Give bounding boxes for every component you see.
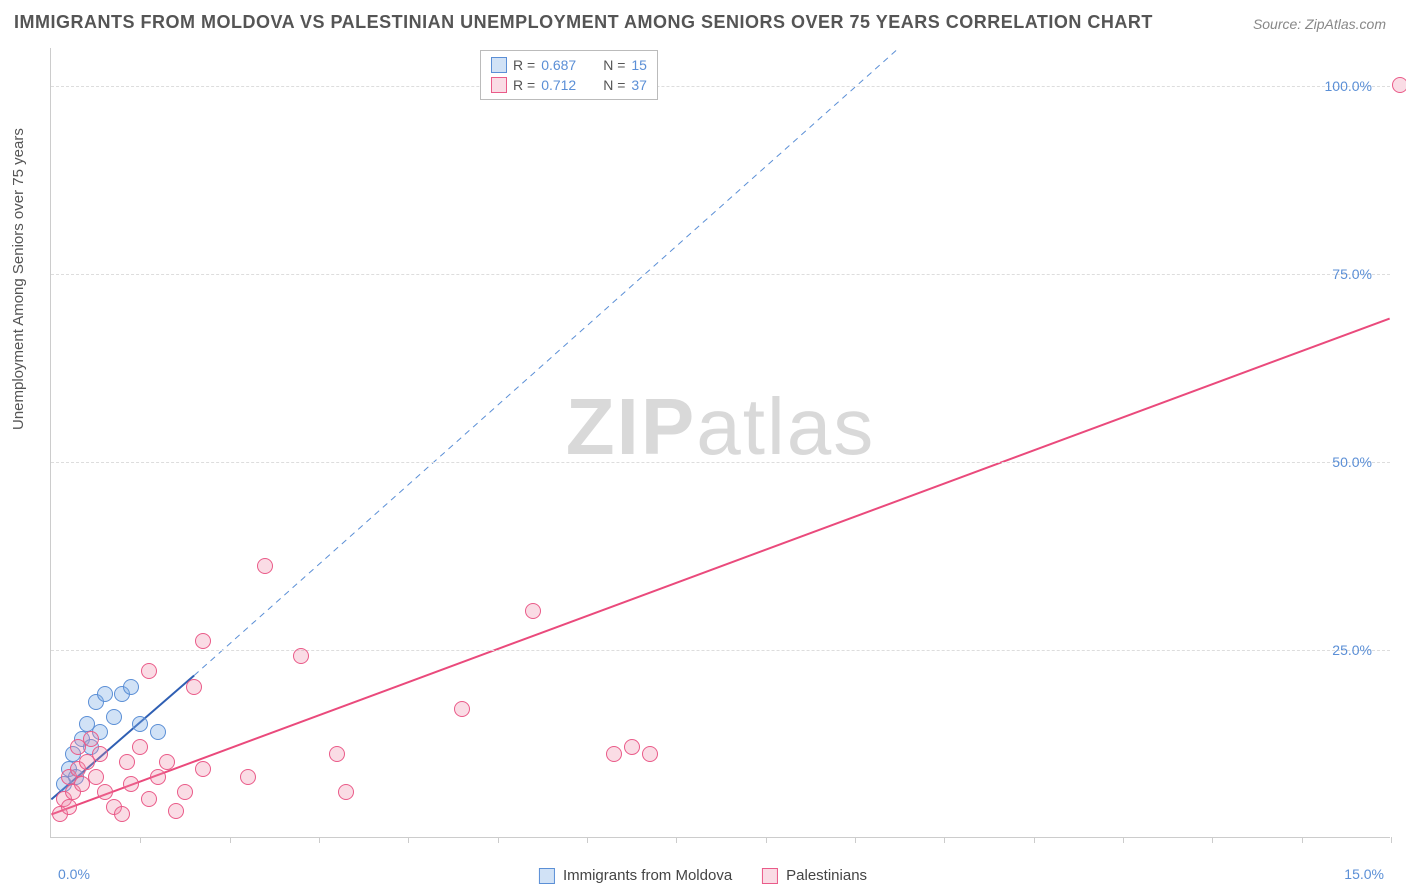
scatter-point-palestinians [257, 558, 273, 574]
scatter-point-moldova [97, 686, 113, 702]
scatter-point-palestinians [150, 769, 166, 785]
scatter-point-palestinians [1392, 77, 1406, 93]
scatter-point-moldova [106, 709, 122, 725]
grid-line-h [51, 86, 1390, 87]
legend-r-val: 0.712 [541, 77, 589, 93]
y-tick-label: 100.0% [1325, 78, 1372, 94]
trend-line [194, 48, 899, 675]
x-tick-mark [1212, 837, 1213, 843]
x-tick-mark [408, 837, 409, 843]
scatter-point-moldova [132, 716, 148, 732]
scatter-point-palestinians [88, 769, 104, 785]
x-tick-mark [319, 837, 320, 843]
grid-line-h [51, 274, 1390, 275]
legend-n-label: N = [603, 57, 625, 73]
scatter-point-palestinians [97, 784, 113, 800]
scatter-point-palestinians [123, 776, 139, 792]
watermark-atlas: atlas [696, 382, 875, 471]
x-tick-mark [1302, 837, 1303, 843]
legend-swatch [491, 77, 507, 93]
legend-swatch [762, 868, 778, 884]
scatter-point-palestinians [329, 746, 345, 762]
x-tick-left: 0.0% [58, 866, 90, 882]
trend-lines-svg [51, 48, 1390, 837]
scatter-point-palestinians [186, 679, 202, 695]
legend-swatch [539, 868, 555, 884]
scatter-point-palestinians [525, 603, 541, 619]
scatter-point-palestinians [338, 784, 354, 800]
grid-line-h [51, 650, 1390, 651]
legend-corr-row-moldova: R = 0.687 N = 15 [491, 55, 647, 75]
scatter-point-palestinians [177, 784, 193, 800]
trend-line [51, 319, 1389, 815]
legend-n-val: 15 [631, 57, 647, 73]
legend-r-label: R = [513, 57, 535, 73]
scatter-point-palestinians [606, 746, 622, 762]
x-tick-mark [855, 837, 856, 843]
scatter-point-palestinians [240, 769, 256, 785]
scatter-point-moldova [150, 724, 166, 740]
scatter-point-palestinians [159, 754, 175, 770]
grid-line-h [51, 462, 1390, 463]
x-tick-mark [944, 837, 945, 843]
source-text: Source: ZipAtlas.com [1253, 16, 1386, 32]
legend-swatch [491, 57, 507, 73]
legend-n-label: N = [603, 77, 625, 93]
legend-correlation: R = 0.687 N = 15 R = 0.712 N = 37 [480, 50, 658, 100]
scatter-point-palestinians [642, 746, 658, 762]
scatter-point-palestinians [92, 746, 108, 762]
y-tick-label: 25.0% [1332, 642, 1372, 658]
scatter-point-palestinians [168, 803, 184, 819]
x-tick-mark [498, 837, 499, 843]
x-tick-right: 15.0% [1344, 866, 1384, 882]
legend-series: Immigrants from Moldova Palestinians [539, 867, 867, 884]
scatter-point-palestinians [141, 663, 157, 679]
x-tick-mark [676, 837, 677, 843]
y-tick-label: 75.0% [1332, 266, 1372, 282]
scatter-point-palestinians [61, 799, 77, 815]
legend-series-item-palestinians: Palestinians [762, 867, 867, 884]
scatter-point-palestinians [132, 739, 148, 755]
x-tick-mark [587, 837, 588, 843]
scatter-point-palestinians [195, 761, 211, 777]
scatter-point-moldova [123, 679, 139, 695]
legend-r-label: R = [513, 77, 535, 93]
legend-corr-row-palestinians: R = 0.712 N = 37 [491, 75, 647, 95]
x-tick-mark [766, 837, 767, 843]
watermark: ZIPatlas [566, 381, 875, 473]
legend-n-val: 37 [631, 77, 647, 93]
scatter-point-palestinians [293, 648, 309, 664]
scatter-point-palestinians [83, 731, 99, 747]
legend-series-label: Palestinians [786, 867, 867, 884]
scatter-point-palestinians [195, 633, 211, 649]
x-tick-mark [1391, 837, 1392, 843]
legend-series-label: Immigrants from Moldova [563, 867, 732, 884]
legend-r-val: 0.687 [541, 57, 589, 73]
scatter-point-palestinians [624, 739, 640, 755]
scatter-point-palestinians [119, 754, 135, 770]
scatter-point-palestinians [454, 701, 470, 717]
chart-title: IMMIGRANTS FROM MOLDOVA VS PALESTINIAN U… [14, 12, 1153, 33]
y-tick-label: 50.0% [1332, 454, 1372, 470]
x-tick-mark [140, 837, 141, 843]
x-tick-mark [1123, 837, 1124, 843]
plot-area: ZIPatlas 25.0% 50.0% 75.0% 100.0% [50, 48, 1390, 838]
watermark-zip: ZIP [566, 382, 696, 471]
x-tick-mark [230, 837, 231, 843]
y-axis-label: Unemployment Among Seniors over 75 years [10, 128, 27, 430]
legend-series-item-moldova: Immigrants from Moldova [539, 867, 732, 884]
scatter-point-palestinians [114, 806, 130, 822]
scatter-point-palestinians [141, 791, 157, 807]
x-tick-mark [1034, 837, 1035, 843]
